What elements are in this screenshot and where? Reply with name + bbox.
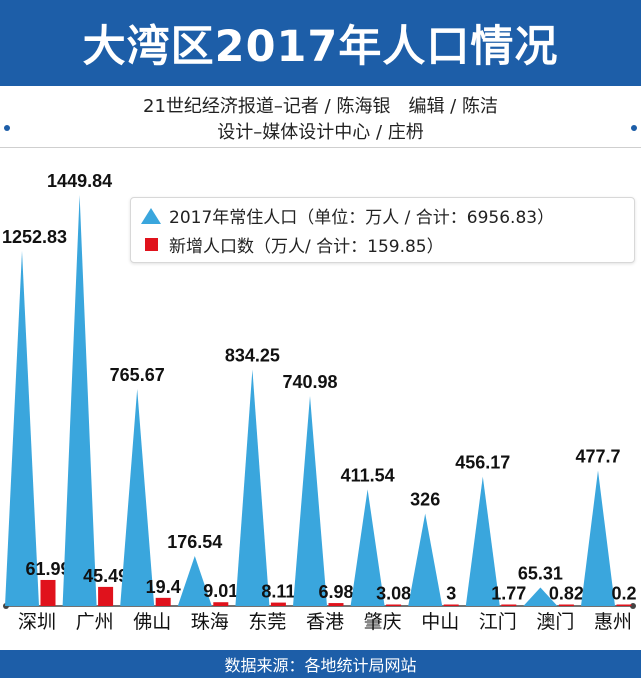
new-mark-7	[443, 604, 459, 606]
population-mark-5	[293, 395, 327, 606]
population-value-label-7: 326	[410, 490, 440, 510]
data-source: 数据来源：各地统计局网站	[0, 650, 641, 678]
population-value-label-10: 477.7	[575, 447, 620, 467]
population-mark-2	[120, 388, 155, 606]
category-label-9: 澳门	[536, 611, 574, 633]
population-value-label-1: 1449.84	[47, 171, 112, 191]
new-mark-5	[328, 603, 344, 606]
new-value-label-7: 3	[446, 584, 456, 604]
new-value-label-1: 45.49	[83, 566, 128, 586]
credit-reporter: 21世纪经济报道–记者 / 陈海银 编辑 / 陈洁	[143, 96, 498, 117]
category-label-3: 珠海	[191, 611, 229, 633]
category-label-10: 惠州	[594, 611, 632, 633]
population-value-label-4: 834.25	[225, 346, 280, 366]
population-mark-4	[235, 369, 270, 606]
population-mark-7	[408, 513, 443, 606]
population-value-label-8: 456.17	[455, 453, 510, 473]
new-value-label-3: 9.01	[203, 581, 238, 601]
population-mark-8	[465, 476, 500, 606]
new-value-label-5: 6.98	[318, 582, 353, 602]
divider	[0, 147, 641, 148]
new-value-label-10: 0.2	[611, 584, 636, 604]
new-value-label-8: 1.77	[491, 584, 526, 604]
new-value-label-4: 8.11	[261, 582, 295, 602]
category-label-8: 江门	[479, 611, 517, 633]
population-mark-1	[62, 195, 97, 606]
divider-dot-right	[631, 125, 637, 131]
new-mark-2	[155, 597, 171, 606]
chart-legend: 2017年常住人口（单位：万人 / 合计：6956.83） 新增人口数（万人/ …	[130, 197, 635, 263]
legend-label-population: 2017年常住人口（单位：万人 / 合计：6956.83）	[169, 208, 555, 228]
population-value-label-3: 176.54	[167, 532, 222, 552]
new-value-label-6: 3.08	[376, 584, 411, 604]
legend-item-new: 新增人口数（万人/ 合计：159.85）	[141, 232, 444, 257]
population-value-label-0: 1252.83	[2, 227, 67, 247]
category-label-4: 东莞	[248, 611, 286, 633]
category-label-5: 香港	[306, 611, 344, 633]
divider-dot-left	[4, 125, 10, 131]
category-label-0: 深圳	[18, 611, 56, 633]
population-mark-6	[350, 489, 385, 606]
population-mark-9	[523, 587, 558, 606]
legend-item-population: 2017年常住人口（单位：万人 / 合计：6956.83）	[141, 203, 554, 228]
category-label-6: 肇庆	[364, 611, 402, 633]
population-mark-3	[177, 555, 212, 606]
population-chart: 1252.83 61.99 深圳 1449.84 45.49 广州 765.67 19.4 佛山…	[2, 171, 637, 633]
population-mark-0	[5, 250, 39, 606]
new-mark-4	[270, 602, 286, 606]
triangle-marker-icon	[141, 207, 161, 224]
new-mark-10	[616, 604, 632, 606]
new-value-label-0: 61.99	[25, 559, 70, 579]
square-marker-icon	[145, 238, 158, 251]
population-value-label-6: 411.54	[341, 465, 395, 485]
category-label-2: 佛山	[133, 611, 171, 633]
new-value-label-9: 0.82	[549, 584, 584, 604]
population-value-label-9: 65.31	[518, 563, 563, 583]
legend-label-new: 新增人口数（万人/ 合计：159.85）	[169, 237, 444, 257]
new-mark-3	[213, 602, 229, 606]
population-value-label-5: 740.98	[282, 372, 337, 392]
population-mark-10	[581, 470, 615, 606]
category-label-1: 广州	[76, 611, 114, 633]
new-mark-6	[386, 604, 402, 606]
page-title: 大湾区2017年人口情况	[0, 0, 641, 86]
category-label-7: 中山	[421, 611, 459, 633]
population-value-label-2: 765.67	[110, 365, 165, 385]
new-mark-0	[40, 579, 56, 606]
new-mark-1	[98, 586, 114, 606]
credit-designer: 设计–媒体设计中心 / 庄枬	[217, 122, 424, 143]
new-mark-9	[558, 604, 574, 606]
new-mark-8	[501, 604, 517, 606]
new-value-label-2: 19.4	[146, 577, 181, 597]
